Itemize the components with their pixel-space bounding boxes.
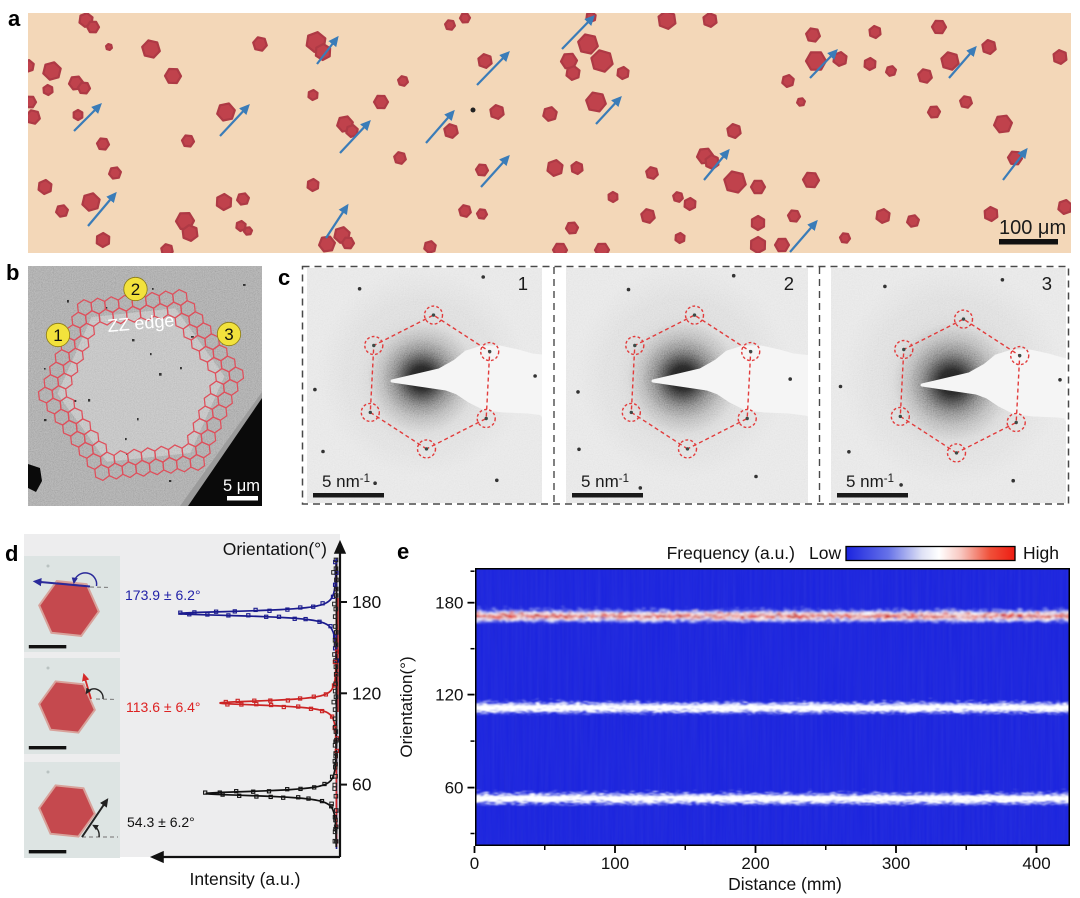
svg-text:113.6 ± 6.4°: 113.6 ± 6.4° bbox=[126, 699, 201, 715]
svg-text:3: 3 bbox=[1042, 273, 1052, 294]
svg-text:100: 100 bbox=[601, 854, 629, 873]
svg-text:5 nm-1: 5 nm-1 bbox=[581, 472, 629, 491]
svg-text:2: 2 bbox=[131, 280, 140, 299]
svg-text:5 nm-1: 5 nm-1 bbox=[322, 472, 370, 491]
svg-text:1: 1 bbox=[518, 273, 528, 294]
svg-text:200: 200 bbox=[741, 854, 769, 873]
svg-text:54.3 ± 6.2°: 54.3 ± 6.2° bbox=[127, 814, 195, 830]
svg-text:Distance (mm): Distance (mm) bbox=[728, 874, 842, 894]
svg-text:180: 180 bbox=[352, 592, 381, 612]
svg-text:3: 3 bbox=[224, 325, 233, 344]
svg-text:Orientation(°): Orientation(°) bbox=[223, 539, 327, 559]
svg-text:High: High bbox=[1023, 543, 1059, 563]
svg-text:173.9 ± 6.2°: 173.9 ± 6.2° bbox=[125, 587, 201, 603]
svg-text:Frequency (a.u.): Frequency (a.u.) bbox=[667, 543, 795, 563]
svg-text:120: 120 bbox=[352, 683, 381, 703]
svg-text:300: 300 bbox=[882, 854, 910, 873]
svg-text:120: 120 bbox=[435, 686, 463, 705]
svg-text:400: 400 bbox=[1022, 854, 1050, 873]
svg-text:5 nm-1: 5 nm-1 bbox=[846, 472, 894, 491]
svg-text:Orientation(°): Orientation(°) bbox=[397, 656, 416, 757]
svg-text:60: 60 bbox=[445, 779, 464, 798]
svg-text:60: 60 bbox=[352, 775, 372, 795]
svg-text:1: 1 bbox=[53, 326, 62, 345]
svg-text:100 μm: 100 μm bbox=[999, 217, 1066, 239]
svg-text:Intensity (a.u.): Intensity (a.u.) bbox=[190, 869, 301, 889]
svg-text:Low: Low bbox=[809, 543, 841, 563]
svg-text:2: 2 bbox=[784, 273, 794, 294]
svg-text:0: 0 bbox=[470, 854, 479, 873]
svg-text:180: 180 bbox=[435, 594, 463, 613]
svg-text:5 μm: 5 μm bbox=[223, 477, 260, 495]
